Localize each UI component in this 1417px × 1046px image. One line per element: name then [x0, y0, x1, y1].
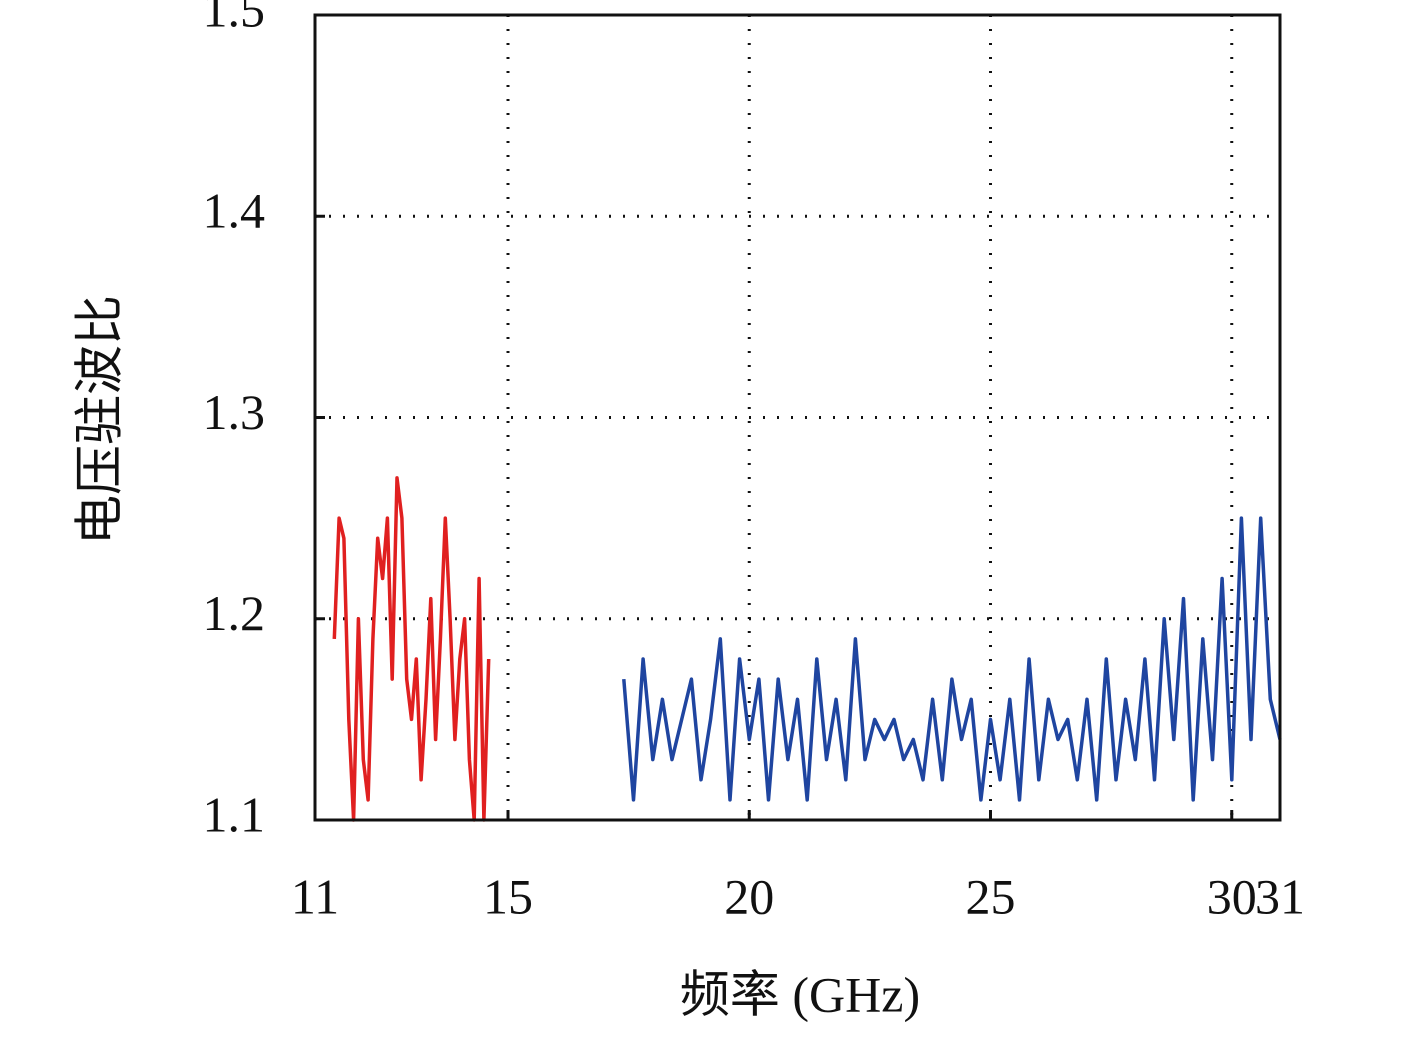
x-tick-label: 11 [291, 868, 339, 924]
x-tick-label: 31 [1255, 868, 1305, 924]
y-tick-label: 1.1 [203, 786, 266, 842]
y-tick-label: 1.4 [203, 183, 266, 239]
y-tick-label: 1.3 [203, 384, 266, 440]
x-tick-label: 25 [966, 868, 1016, 924]
line-series [622, 516, 1282, 802]
x-tick-label: 20 [724, 868, 774, 924]
plot-frame [313, 13, 1282, 822]
y-tick-label: 1.2 [203, 585, 266, 641]
y-tick-label: 1.5 [203, 0, 266, 37]
x-axis-title: 频率 (GHz) [680, 966, 920, 1022]
y-axis-title: 电压驻波比 [71, 295, 127, 545]
x-tick-label: 30 [1207, 868, 1257, 924]
line-series [332, 476, 491, 822]
x-tick-label: 15 [483, 868, 533, 924]
